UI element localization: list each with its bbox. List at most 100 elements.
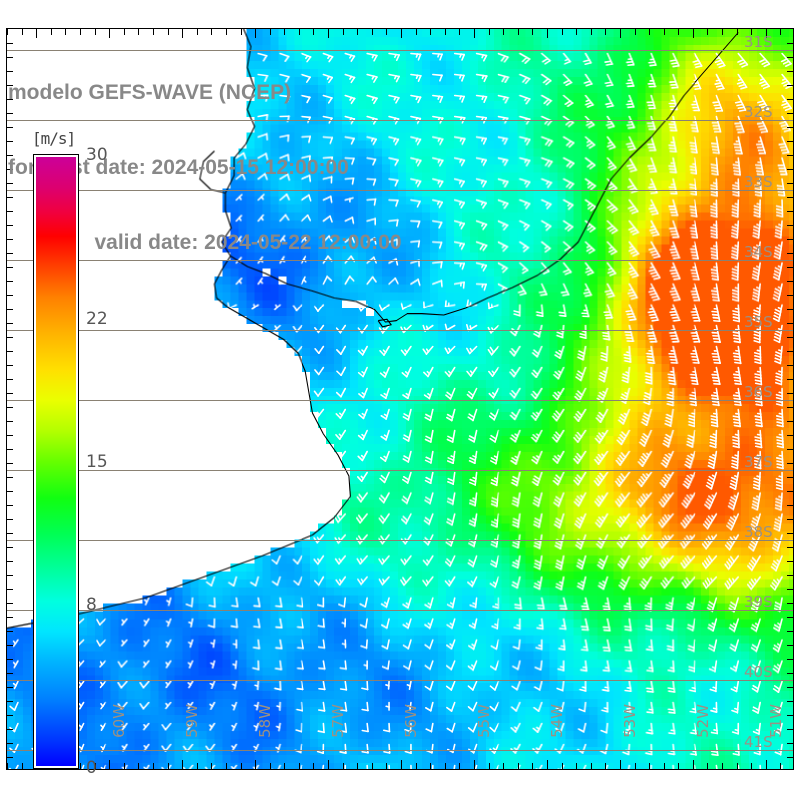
axis-tick [765, 29, 767, 38]
axis-tick [787, 603, 793, 604]
axis-tick [663, 763, 665, 769]
axis-tick [284, 29, 286, 35]
axis-tick [7, 589, 13, 590]
axis-tick [152, 29, 154, 35]
axis-tick [787, 715, 793, 716]
axis-tick [7, 211, 13, 212]
axis-tick [109, 760, 111, 769]
axis-tick [7, 729, 13, 730]
axis-tick [532, 29, 534, 35]
axis-tick [7, 141, 13, 142]
axis-tick [707, 29, 709, 35]
axis-tick [255, 760, 257, 769]
axis-tick [196, 763, 198, 769]
axis-tick [787, 449, 793, 450]
axis-tick [787, 197, 793, 198]
axis-tick [787, 211, 793, 212]
axis-tick [7, 561, 13, 562]
figure-title-block: modelo GEFS-WAVE (NCEP) forecast date: 2… [8, 30, 488, 305]
axis-tick [707, 763, 709, 769]
axis-tick [576, 29, 578, 35]
axis-tick [7, 659, 13, 660]
axis-tick [780, 29, 782, 35]
axis-tick [787, 113, 793, 114]
axis-tick [649, 29, 651, 35]
map-plot-area[interactable] [6, 28, 794, 770]
axis-tick [430, 763, 432, 769]
axis-tick [787, 267, 793, 268]
axis-tick [298, 29, 300, 35]
axis-tick [787, 337, 793, 338]
axis-tick [459, 763, 461, 769]
axis-tick [590, 763, 592, 769]
axis-tick [751, 29, 753, 35]
axis-tick [7, 71, 13, 72]
axis-tick [284, 763, 286, 769]
gridline-latitude [7, 610, 793, 611]
axis-tick [21, 29, 23, 35]
axis-tick [240, 763, 242, 769]
axis-tick [255, 29, 257, 38]
axis-tick [787, 687, 793, 688]
axis-tick [503, 29, 505, 35]
axis-tick [649, 763, 651, 769]
axis-tick [313, 763, 315, 769]
axis-tick [7, 155, 13, 156]
axis-tick [7, 533, 13, 534]
axis-tick [787, 575, 793, 576]
axis-tick [182, 29, 184, 38]
colorbar-tick: 8 [86, 594, 97, 615]
axis-tick [7, 379, 13, 380]
axis-tick [722, 763, 723, 769]
gridline-latitude [7, 470, 793, 471]
axis-tick [109, 29, 111, 38]
axis-tick [787, 547, 793, 548]
axis-tick [787, 57, 793, 58]
axis-tick [765, 760, 767, 769]
axis-tick [787, 225, 793, 226]
gridline-latitude [7, 540, 793, 541]
axis-tick [415, 763, 417, 769]
axis-tick [787, 561, 793, 562]
axis-tick [7, 393, 13, 394]
axis-tick [517, 763, 519, 769]
axis-tick [787, 673, 793, 674]
axis-tick [561, 29, 563, 35]
axis-tick [21, 763, 23, 769]
axis-tick [787, 757, 793, 758]
gridline-latitude [7, 750, 793, 751]
axis-tick [7, 113, 13, 114]
axis-tick [736, 763, 738, 769]
axis-tick [488, 763, 490, 769]
colorbar-unit-label: [m/s] [32, 129, 76, 148]
axis-tick [138, 763, 140, 769]
axis-tick [787, 309, 793, 310]
axis-tick [7, 547, 13, 548]
axis-tick [7, 365, 13, 366]
axis-tick [313, 29, 315, 35]
axis-tick [787, 71, 793, 72]
axis-tick [576, 763, 578, 769]
axis-tick [94, 29, 96, 35]
axis-tick [7, 253, 13, 254]
axis-tick [634, 29, 636, 35]
axis-tick [7, 43, 13, 44]
axis-tick [7, 491, 13, 492]
axis-tick [7, 673, 13, 674]
axis-tick [532, 763, 534, 769]
axis-tick [474, 760, 475, 769]
axis-tick [7, 743, 13, 744]
colorbar[interactable]: [m/s] 30 22 15 8 0 [32, 129, 108, 778]
axis-tick [138, 29, 140, 35]
axis-tick [7, 603, 13, 604]
axis-tick [787, 701, 793, 702]
axis-tick [787, 379, 793, 380]
axis-tick [36, 29, 38, 38]
axis-tick [7, 763, 8, 769]
axis-tick [7, 575, 13, 576]
axis-tick [7, 505, 13, 506]
axis-tick [7, 183, 13, 184]
axis-tick [787, 533, 793, 534]
axis-tick [517, 29, 519, 35]
